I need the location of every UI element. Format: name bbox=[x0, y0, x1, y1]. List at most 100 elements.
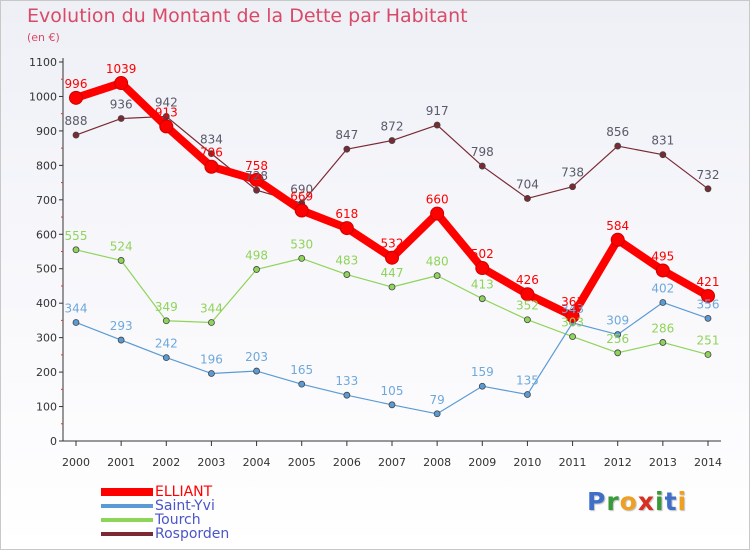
data-point bbox=[659, 339, 667, 346]
data-point bbox=[478, 162, 486, 170]
data-point bbox=[253, 266, 260, 273]
data-point bbox=[117, 115, 125, 122]
x-tick-label: 2011 bbox=[559, 456, 587, 469]
x-tick-label: 2002 bbox=[152, 456, 180, 469]
data-label: 421 bbox=[697, 275, 720, 289]
data-label: 996 bbox=[65, 77, 88, 91]
data-label: 618 bbox=[335, 207, 358, 221]
x-tick-label: 2004 bbox=[243, 456, 271, 469]
data-point bbox=[204, 159, 219, 174]
data-label: 402 bbox=[651, 281, 674, 295]
y-tick-label: 100 bbox=[36, 401, 57, 414]
data-label: 917 bbox=[426, 104, 449, 118]
data-label: 555 bbox=[65, 229, 88, 243]
data-point bbox=[343, 145, 351, 153]
y-tick-label: 200 bbox=[36, 366, 57, 379]
y-tick-label: 500 bbox=[36, 263, 57, 276]
data-label: 426 bbox=[516, 273, 539, 287]
data-label: 856 bbox=[606, 125, 629, 139]
data-label: 936 bbox=[110, 98, 133, 112]
data-label: 831 bbox=[651, 134, 674, 148]
data-point bbox=[478, 295, 486, 303]
data-point bbox=[253, 186, 260, 194]
data-label: 309 bbox=[606, 314, 629, 328]
data-point bbox=[569, 333, 576, 341]
data-point bbox=[385, 250, 399, 265]
data-label: 349 bbox=[155, 300, 178, 314]
data-label: 483 bbox=[335, 254, 358, 268]
y-tick-label: 700 bbox=[36, 194, 57, 207]
data-point bbox=[610, 232, 625, 247]
data-point bbox=[704, 185, 712, 193]
data-point bbox=[704, 351, 712, 358]
x-tick-label: 2007 bbox=[378, 456, 406, 469]
legend-swatch bbox=[101, 488, 153, 496]
data-point bbox=[72, 246, 80, 254]
data-label: 447 bbox=[381, 266, 404, 280]
data-point bbox=[114, 76, 129, 91]
data-label: 798 bbox=[471, 145, 494, 159]
data-point bbox=[388, 401, 396, 409]
data-label: 352 bbox=[516, 299, 539, 313]
data-label: 135 bbox=[516, 373, 539, 387]
data-label: 502 bbox=[471, 247, 494, 261]
x-tick-label: 2001 bbox=[107, 456, 135, 469]
data-point bbox=[159, 119, 174, 134]
data-label: 344 bbox=[200, 301, 223, 315]
chart-title: Evolution du Montant de la Dette par Hab… bbox=[27, 5, 468, 27]
x-tick-label: 2008 bbox=[423, 456, 451, 469]
data-point bbox=[117, 257, 125, 264]
data-point bbox=[298, 380, 306, 388]
data-point bbox=[524, 391, 531, 398]
data-label: 79 bbox=[430, 393, 445, 407]
data-label: 796 bbox=[200, 146, 223, 160]
data-label: 524 bbox=[110, 239, 133, 253]
logo-letter: i bbox=[677, 487, 688, 516]
y-tick-label: 300 bbox=[36, 332, 57, 345]
data-label: 251 bbox=[697, 334, 720, 348]
data-point bbox=[433, 410, 441, 418]
data-label: 913 bbox=[155, 105, 178, 119]
data-point bbox=[208, 319, 215, 326]
data-label: 758 bbox=[245, 159, 268, 173]
x-tick-label: 2013 bbox=[649, 456, 677, 469]
data-label: 1039 bbox=[106, 62, 137, 76]
data-label: 847 bbox=[335, 128, 358, 142]
legend-swatch bbox=[101, 518, 153, 522]
data-point bbox=[69, 90, 83, 105]
data-label: 242 bbox=[155, 337, 178, 351]
data-point bbox=[72, 319, 80, 326]
logo-letter: P bbox=[587, 487, 607, 516]
data-point bbox=[614, 349, 622, 357]
data-point bbox=[655, 263, 670, 278]
data-point bbox=[208, 370, 215, 377]
data-label: 356 bbox=[697, 297, 720, 311]
legend-label: Tourch bbox=[155, 512, 201, 528]
data-point bbox=[659, 151, 667, 159]
data-point bbox=[388, 283, 396, 291]
data-label: 480 bbox=[426, 255, 449, 269]
data-point bbox=[208, 150, 215, 158]
data-point bbox=[520, 287, 535, 302]
data-label: 495 bbox=[651, 249, 674, 263]
data-point bbox=[388, 137, 396, 144]
y-tick-label: 0 bbox=[50, 435, 57, 448]
y-tick-label: 1000 bbox=[29, 90, 57, 103]
y-axis-unit: (en €) bbox=[27, 31, 60, 44]
data-label: 942 bbox=[155, 95, 178, 109]
x-tick-label: 2009 bbox=[468, 456, 496, 469]
data-label: 303 bbox=[561, 316, 584, 330]
logo-letter: r bbox=[606, 487, 620, 516]
data-label: 133 bbox=[335, 374, 358, 388]
data-point bbox=[72, 131, 80, 139]
y-tick-label: 1100 bbox=[29, 56, 57, 69]
logo-letter: o bbox=[619, 487, 638, 516]
data-point bbox=[294, 203, 309, 218]
legend-swatch bbox=[101, 532, 153, 536]
data-label: 530 bbox=[290, 237, 313, 251]
logo-letter: i bbox=[655, 487, 665, 516]
data-label: 498 bbox=[245, 248, 268, 262]
data-label: 704 bbox=[516, 177, 539, 191]
